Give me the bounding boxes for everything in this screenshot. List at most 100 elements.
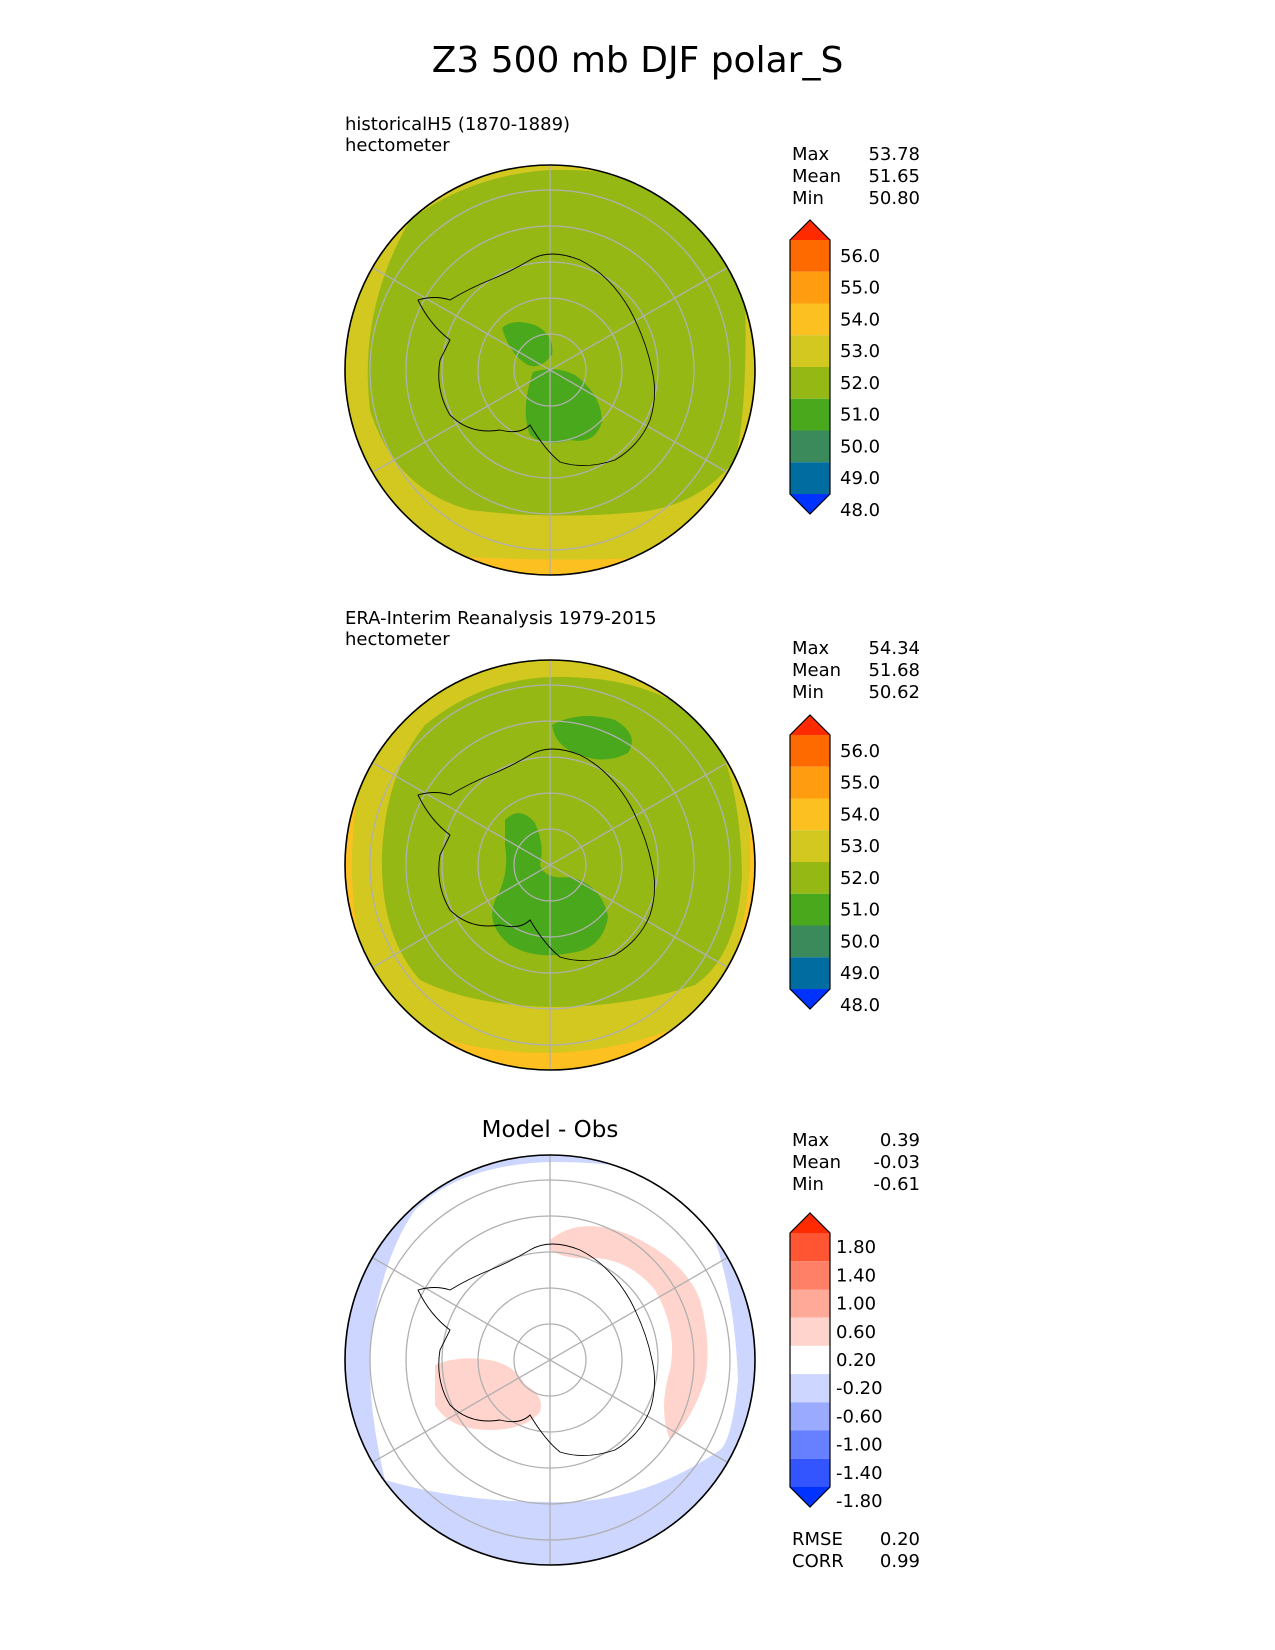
map-fill-band-pos-0-2-a (550, 1226, 708, 1440)
colorbar-segment (790, 925, 830, 958)
map-fill-band-51-a (502, 322, 553, 367)
map-fill-band-51-a (552, 716, 632, 760)
panel-1-stats: Max 53.78 Mean 51.65 Min 50.80 (792, 144, 920, 210)
colorbar-tick-label: -1.00 (836, 1435, 883, 1456)
stat-corr: CORR 0.99 (792, 1551, 920, 1572)
panel-1-label: historicalH5 (1870-1889) hectometer (345, 114, 570, 156)
colorbar-segment (790, 862, 830, 894)
colorbar-tick-label: -0.20 (836, 1378, 883, 1399)
stat-mean: Mean 51.65 (792, 166, 920, 187)
map-fill-band-52 (367, 169, 746, 516)
colorbar-tick-label: 48.0 (840, 995, 880, 1016)
stat-min: Min 50.80 (792, 188, 920, 209)
colorbar-segment (790, 798, 830, 831)
panel-2-units: hectometer (345, 629, 450, 650)
colorbar-segment (790, 271, 830, 304)
map-boundary (344, 1154, 756, 1566)
colorbar-tick-label: 1.80 (836, 1237, 876, 1258)
colorbar-segment (790, 1458, 830, 1487)
colorbar-tick-label: 54.0 (840, 804, 880, 825)
colorbar-tick-label: 49.0 (840, 468, 880, 489)
colorbar-segment (790, 735, 830, 767)
panel-1-colorbar: 56.0 55.0 54.0 53.0 52.0 51.0 50.0 49.0 48.0 (789, 219, 880, 521)
colorbar-tick-label: 1.40 (836, 1265, 876, 1286)
panel-3-colorbar: 1.80 1.40 1.00 0.60 0.20 -0.20 -0.60 -1.00 -1.40… (789, 1212, 883, 1512)
colorbar-tick-label: 55.0 (840, 278, 880, 299)
map-boundary (344, 164, 756, 576)
map-gridlines (367, 165, 733, 575)
colorbar-segment (790, 1261, 830, 1290)
map-gridlines (367, 1155, 733, 1565)
map-gridlines (367, 660, 733, 1070)
panel-2-stats: Max 54.34 Mean 51.68 Min 50.62 (792, 638, 920, 704)
colorbar-segment (790, 715, 830, 735)
colorbar-tick-label: 55.0 (840, 773, 880, 794)
colorbar-tick-label: -1.80 (836, 1491, 883, 1512)
panel-2-title: ERA-Interim Reanalysis 1979-2015 (345, 608, 657, 629)
colorbar-segment (790, 240, 830, 272)
antarctica-coastline (417, 1243, 655, 1456)
colorbar-segment (790, 1213, 830, 1233)
colorbar-tick-label: 54.0 (840, 309, 880, 330)
colorbar-segment (790, 1233, 830, 1262)
panel-2-map (344, 659, 756, 1071)
colorbar-tick-label: 0.20 (836, 1350, 876, 1371)
colorbar-segment (790, 1289, 830, 1318)
colorbar-segment (790, 398, 830, 431)
colorbar-tick-label: 56.0 (840, 741, 880, 762)
colorbar-segment (790, 830, 830, 862)
colorbar-segment (790, 494, 830, 514)
colorbar-segment (790, 1430, 830, 1459)
stat-rmse: RMSE 0.20 (792, 1529, 920, 1550)
colorbar-segment (790, 462, 830, 494)
panel-3-title: Model - Obs (481, 1117, 619, 1143)
colorbar-tick-label: 48.0 (840, 500, 880, 521)
panel-3-extra-stats: RMSE 0.20 CORR 0.99 (792, 1529, 920, 1573)
stat-max: Max 53.78 (792, 144, 920, 165)
colorbar-segment (790, 1345, 830, 1375)
colorbar-tick-label: 52.0 (840, 373, 880, 394)
stat-min: Min 50.62 (792, 682, 920, 703)
colorbar-tick-label: -1.40 (836, 1463, 883, 1484)
stat-min: Min -0.61 (792, 1174, 920, 1195)
colorbar-tick-label: 50.0 (840, 931, 880, 952)
colorbar-tick-label: 53.0 (840, 836, 880, 857)
panel-3-map (344, 1154, 756, 1566)
colorbar-segment (790, 893, 830, 926)
colorbar-tick-label: 49.0 (840, 963, 880, 984)
colorbar-segment (790, 1402, 830, 1431)
colorbar-segment (790, 1487, 830, 1507)
colorbar-tick-label: 52.0 (840, 868, 880, 889)
colorbar-segment (790, 989, 830, 1009)
panel-3-stats: Max 0.39 Mean -0.03 Min -0.61 (792, 1130, 920, 1196)
panel-1-map (344, 164, 756, 576)
map-fill-band-51-b (525, 369, 602, 444)
panel-2-colorbar: 56.0 55.0 54.0 53.0 52.0 51.0 50.0 49.0 48.0 (789, 714, 880, 1016)
antarctica-coastline (417, 748, 655, 961)
colorbar-segment (790, 1317, 830, 1346)
colorbar-segment (790, 430, 830, 463)
colorbar-tick-label: 50.0 (840, 436, 880, 457)
colorbar-tick-label: -0.60 (836, 1406, 883, 1427)
map-fill-band-pos-0-2-b (435, 1358, 541, 1430)
panel-1-title: historicalH5 (1870-1889) (345, 114, 571, 135)
stat-mean: Mean 51.68 (792, 660, 920, 681)
colorbar-segment (790, 335, 830, 367)
colorbar-tick-label: 53.0 (840, 341, 880, 362)
panel-2-label: ERA-Interim Reanalysis 1979-2015 hectome… (345, 608, 657, 650)
colorbar-segment (790, 367, 830, 399)
colorbar-segment (790, 303, 830, 336)
stat-max: Max 0.39 (792, 1130, 920, 1151)
stat-max: Max 54.34 (792, 638, 920, 659)
colorbar-tick-label: 51.0 (840, 405, 880, 426)
colorbar-tick-label: 1.00 (836, 1294, 876, 1315)
colorbar-segment (790, 1374, 830, 1403)
colorbar-tick-label: 56.0 (840, 246, 880, 267)
colorbar-segment (790, 957, 830, 989)
antarctica-coastline (417, 253, 655, 466)
figure-title: Z3 500 mb DJF polar_S (431, 40, 844, 81)
colorbar-segment (790, 220, 830, 240)
stat-mean: Mean -0.03 (792, 1152, 920, 1173)
colorbar-tick-label: 51.0 (840, 900, 880, 921)
colorbar-tick-label: 0.60 (836, 1322, 876, 1343)
